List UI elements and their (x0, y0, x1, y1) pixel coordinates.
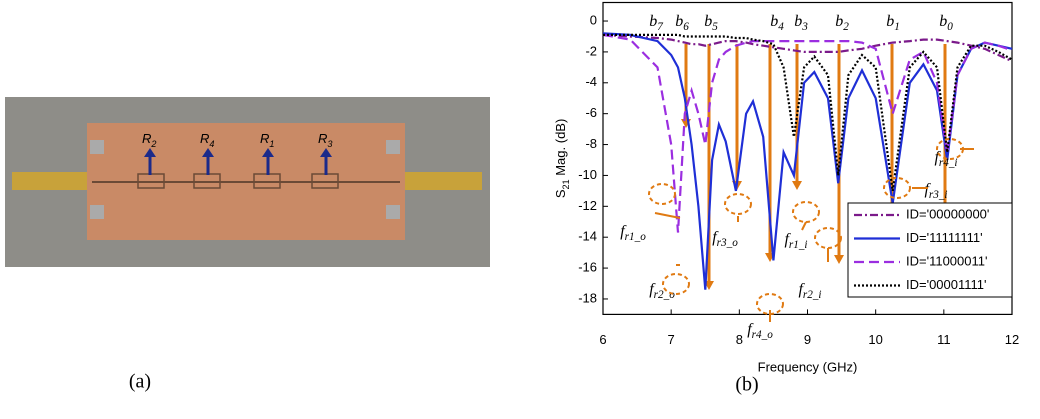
x-tick-label: 6 (599, 332, 606, 347)
caption: (a) (129, 371, 151, 393)
y-tick-label: 0 (590, 12, 597, 27)
legend-box (847, 202, 1013, 298)
photo: (a) (5, 97, 490, 393)
annotation-ellipse (883, 177, 911, 199)
annotation: b1 (886, 13, 900, 33)
annotation: b2 (835, 13, 849, 33)
marker-arrow-head (792, 181, 802, 190)
arrow-head (144, 148, 156, 157)
annotation: b4 (770, 13, 784, 33)
y-axis-label: S21 Mag. (dB) (553, 119, 571, 198)
resonator-label: R1 (260, 131, 274, 149)
y-tick-label: -10 (578, 167, 597, 182)
annotation: b6 (675, 13, 689, 33)
x-tick-label: 9 (804, 332, 811, 347)
annotation: fr3_o (712, 229, 738, 249)
y-tick-label: -6 (585, 105, 597, 120)
annotation: fr1_i (784, 231, 807, 251)
annotation-ellipse (648, 183, 676, 205)
annotation-ellipse (724, 193, 752, 215)
annotation: fr4_o (747, 321, 773, 341)
caption: (b) (735, 374, 758, 396)
annotation: fr1_o (620, 223, 646, 243)
y-tick-label: -12 (578, 198, 597, 213)
connector (400, 172, 482, 190)
annotation-ellipse (756, 293, 784, 315)
x-tick-label: 11 (937, 332, 951, 347)
series-line (603, 33, 1013, 192)
annotation-arrow (654, 212, 681, 219)
y-tick-label: -8 (585, 136, 597, 151)
annotation-ellipse (792, 201, 820, 223)
y-tick-label: -16 (578, 260, 597, 275)
y-tick-label: -2 (585, 43, 597, 58)
series-line (602, 33, 1013, 233)
resonator-label: R2 (142, 131, 156, 149)
y-tick-label: -4 (585, 74, 597, 89)
x-tick-label: 7 (668, 332, 675, 347)
marker-arrow-head (834, 255, 844, 264)
series-line (602, 33, 1013, 63)
annotation: fr2_o (649, 281, 675, 301)
pads (90, 140, 400, 219)
annotation: fr3_i (924, 181, 947, 201)
x-tick-label: 10 (868, 332, 882, 347)
y-tick-label: -14 (578, 229, 597, 244)
arrow-head (202, 148, 214, 157)
resonator-label: R4 (200, 131, 214, 149)
annotation-arrow (801, 221, 807, 231)
x-axis-label: Frequency (GHz) (758, 359, 858, 374)
x-tick-label: 12 (1005, 332, 1019, 347)
legend-label: ID='00000000' (906, 206, 989, 221)
connector (12, 172, 92, 190)
annotation: b3 (794, 13, 808, 33)
arrow-head (262, 148, 274, 157)
legend-label: ID='00001111' (906, 277, 987, 292)
resonator-label: R3 (318, 131, 332, 149)
annotation: b7 (649, 13, 663, 33)
annotation-ellipse (662, 273, 690, 295)
x-tick-label: 8 (736, 332, 743, 347)
legend-label: ID='11000011' (906, 253, 987, 268)
arrow-head (320, 148, 332, 157)
annotation: fr2_i (798, 281, 821, 301)
legend-label: ID='11111111' (906, 230, 983, 245)
annotation: b5 (704, 13, 718, 33)
annotation-ellipse (814, 227, 842, 249)
y-tick-label: -18 (578, 290, 597, 305)
annotation: b0 (939, 13, 953, 33)
